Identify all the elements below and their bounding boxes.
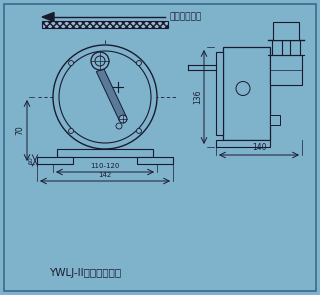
Bar <box>216 140 270 147</box>
Circle shape <box>236 81 250 96</box>
Bar <box>270 55 302 85</box>
Text: 136: 136 <box>193 90 202 104</box>
Circle shape <box>68 128 74 133</box>
Circle shape <box>116 123 122 129</box>
Circle shape <box>53 45 157 149</box>
Bar <box>270 115 280 125</box>
Bar <box>137 157 173 164</box>
Bar <box>273 22 299 40</box>
Polygon shape <box>96 68 127 121</box>
Circle shape <box>91 52 109 70</box>
Polygon shape <box>42 12 54 22</box>
Circle shape <box>136 128 141 133</box>
Circle shape <box>68 60 74 65</box>
Text: 胶带运行方向: 胶带运行方向 <box>170 12 202 22</box>
Bar <box>223 47 270 140</box>
Bar <box>57 149 153 157</box>
Text: 10: 10 <box>28 157 33 164</box>
Text: 110-120: 110-120 <box>90 163 120 169</box>
Bar <box>216 52 223 135</box>
Text: YWLJ-II型安装示意图: YWLJ-II型安装示意图 <box>49 268 121 278</box>
Bar <box>37 157 73 164</box>
Text: 140: 140 <box>252 143 266 152</box>
Bar <box>42 21 168 28</box>
Circle shape <box>119 115 127 123</box>
Circle shape <box>136 60 141 65</box>
Text: 142: 142 <box>98 172 112 178</box>
Text: 70: 70 <box>15 126 24 135</box>
